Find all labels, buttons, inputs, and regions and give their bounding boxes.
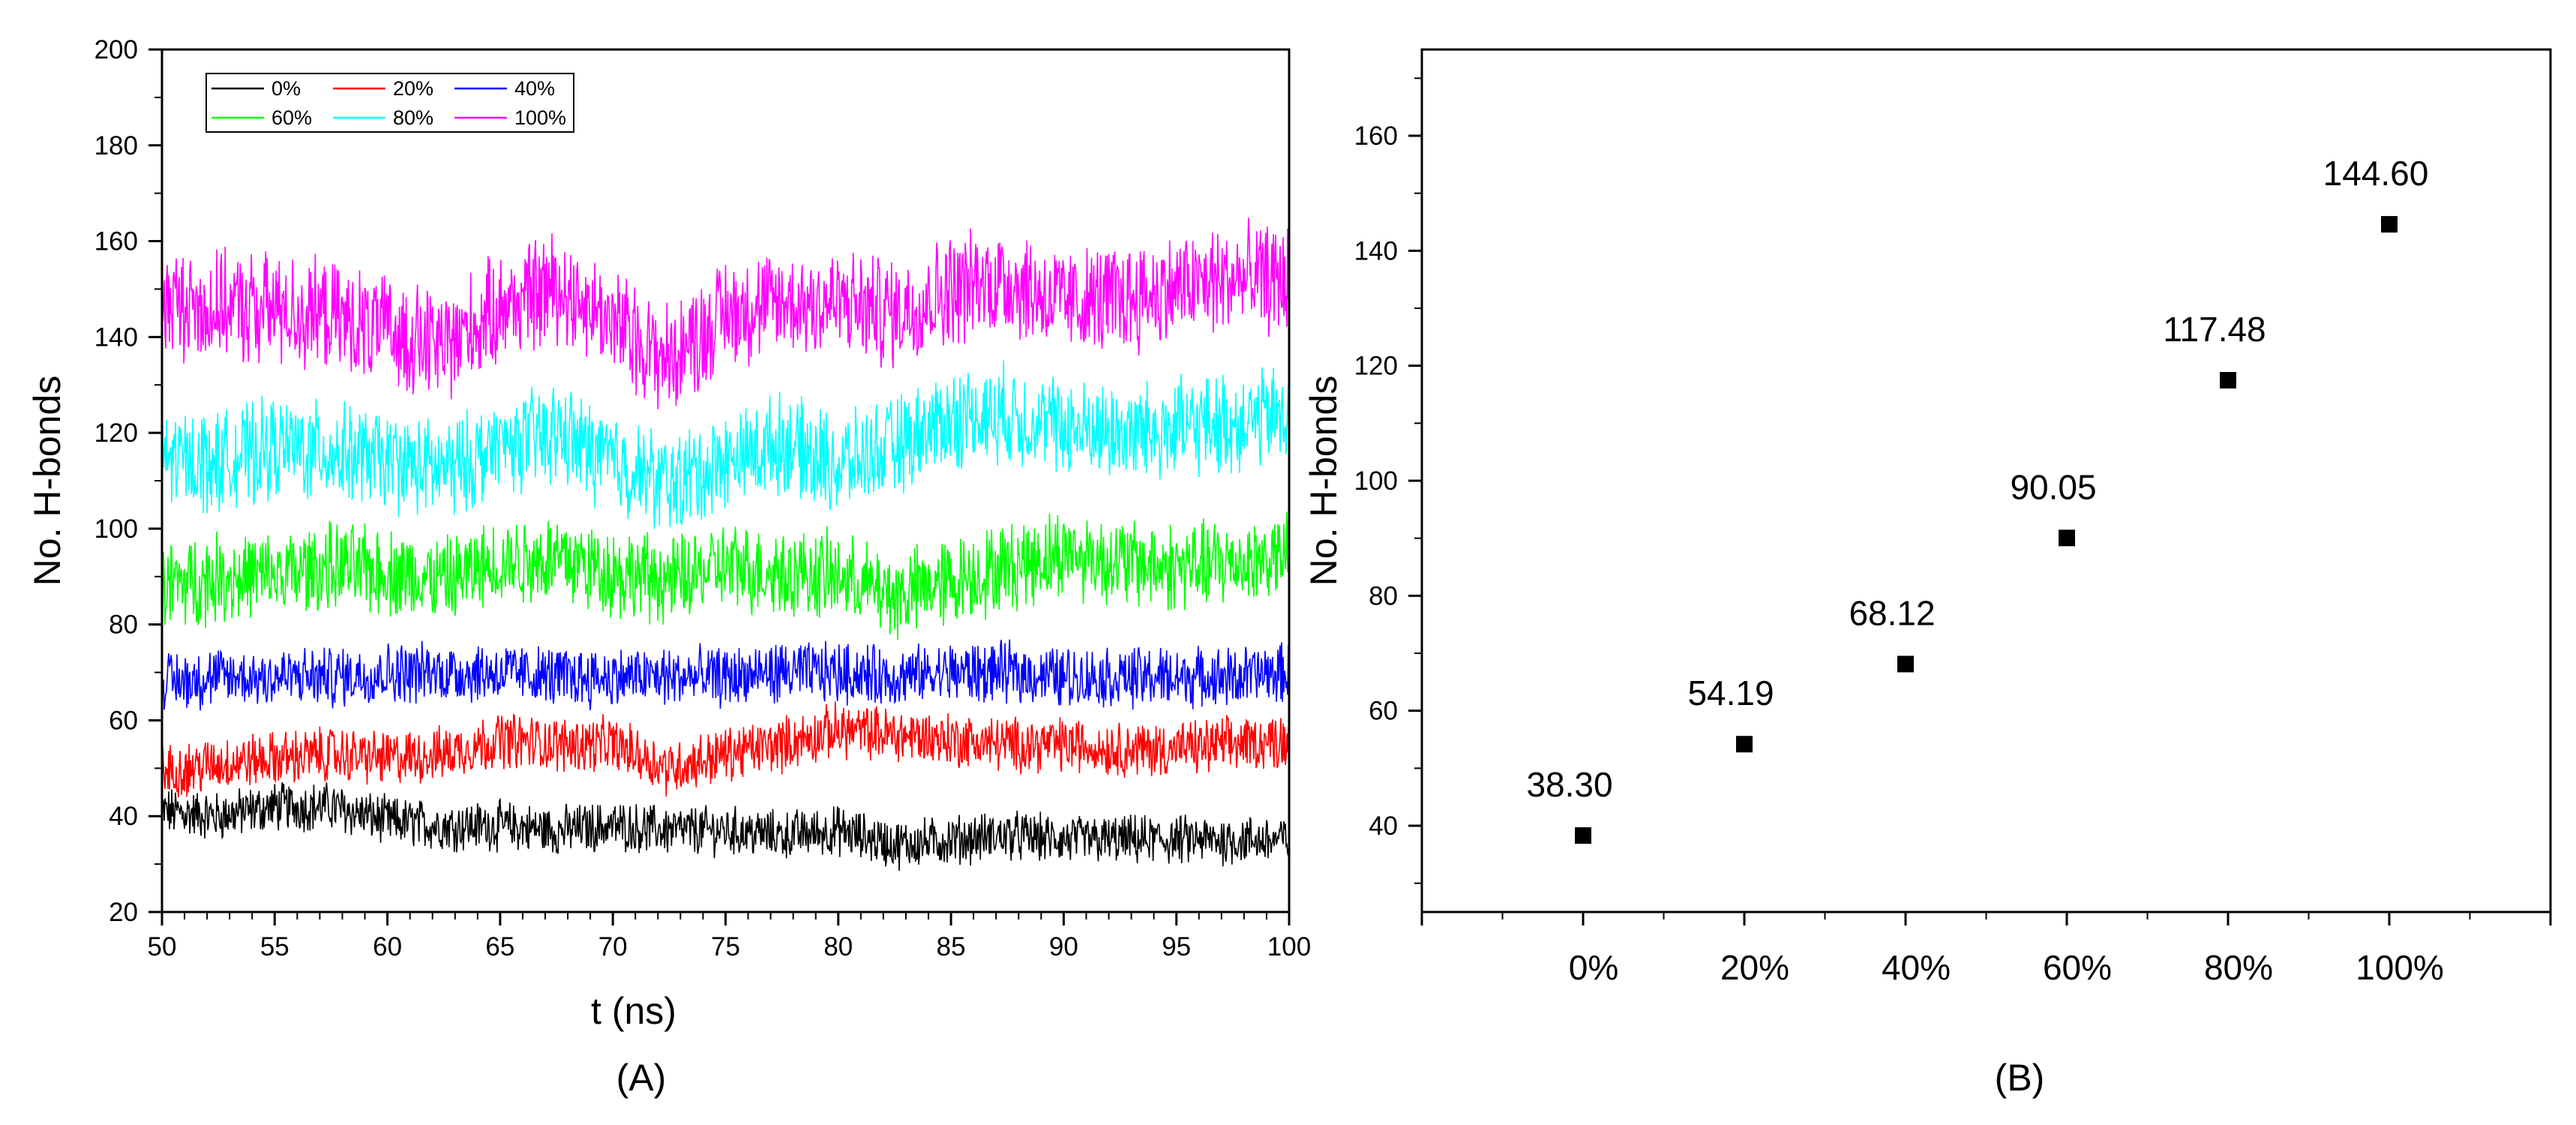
y-tick-label: 180	[94, 131, 138, 160]
x-tick-label: 60	[373, 932, 402, 962]
y-tick-label: 20	[109, 898, 138, 927]
y-tick-label: 120	[94, 418, 138, 448]
x-tick-label: 55	[260, 932, 289, 962]
y-tick-label: 200	[94, 35, 138, 64]
panel-a-x-axis: 50 55 60 65 70 75 80 85 90 95 100	[148, 912, 1311, 962]
data-point-label: 117.48	[2163, 310, 2266, 349]
x-tick-label: 85	[937, 932, 966, 962]
y-tick-label: 100	[1354, 466, 1398, 496]
x-tick-label: 90	[1049, 932, 1078, 962]
panel-a-x-axis-title: t (ns)	[591, 990, 676, 1032]
data-point-label: 38.30	[1526, 765, 1612, 804]
data-point	[1897, 656, 1914, 673]
y-tick-label: 80	[109, 610, 138, 640]
series-line-0%	[161, 782, 1290, 872]
panel-a-label: (A)	[616, 1057, 667, 1099]
x-tick-label: 70	[598, 932, 628, 962]
panel-a-y-axis: 20 40 60 80 100 120 140 160 180 200	[94, 35, 162, 927]
legend-label: 20%	[393, 77, 433, 100]
x-tick-label: 50	[148, 932, 177, 962]
x-tick-label: 75	[711, 932, 740, 962]
x-tick-label: 80	[823, 932, 853, 962]
legend-label: 80%	[393, 106, 433, 129]
panel-b-points: 38.30 54.19 68.12 90.05 117.48 144.60	[1526, 154, 2428, 844]
legend-label: 40%	[514, 77, 555, 100]
panel-b-y-axis-title: No. H-bonds	[1303, 376, 1345, 586]
y-tick-label: 140	[94, 322, 138, 352]
y-tick-label: 40	[109, 802, 138, 831]
panel-b-label: (B)	[1995, 1057, 2045, 1099]
data-point	[2059, 530, 2075, 547]
series-line-100%	[161, 218, 1290, 410]
series-line-40%	[161, 639, 1290, 712]
data-point	[1575, 827, 1591, 844]
data-point	[2220, 371, 2236, 388]
panel-a-chart: 50 55 60 65 70 75 80 85 90 95 100 20 40 60 80 100 120 14…	[26, 35, 1311, 1099]
panel-a-legend: 0% 20% 40% 60% 80% 100%	[205, 73, 574, 133]
y-tick-label: 140	[1354, 236, 1398, 266]
y-tick-label: 160	[94, 227, 138, 256]
series-line-20%	[161, 701, 1290, 798]
data-point-label: 68.12	[1849, 593, 1935, 632]
x-category-label: 40%	[1882, 948, 1951, 987]
data-point-label: 54.19	[1687, 674, 1774, 712]
x-category-label: 0%	[1569, 948, 1618, 987]
legend-label: 100%	[514, 106, 566, 129]
y-tick-label: 80	[1369, 581, 1398, 610]
x-tick-label: 95	[1162, 932, 1191, 962]
legend-label: 60%	[271, 106, 312, 129]
data-point-label: 90.05	[2010, 467, 2096, 506]
y-tick-label: 60	[109, 706, 138, 735]
y-tick-label: 160	[1354, 122, 1398, 151]
data-point	[1736, 736, 1753, 753]
series-line-80%	[161, 360, 1290, 530]
legend-box	[205, 73, 574, 133]
series-line-60%	[161, 512, 1290, 640]
y-tick-label: 120	[1354, 352, 1398, 381]
data-point-label: 144.60	[2323, 154, 2429, 193]
x-category-label: 100%	[2356, 948, 2444, 987]
y-tick-label: 40	[1369, 812, 1398, 841]
x-category-label: 60%	[2043, 948, 2112, 987]
x-tick-label: 100	[1267, 932, 1311, 962]
panel-a-y-axis-title: No. H-bonds	[26, 376, 68, 586]
panel-b-chart: 0% 20% 40% 60% 80% 100% 40 60 80 100 120 140 160 38…	[1303, 48, 2552, 1099]
x-tick-label: 65	[485, 932, 514, 962]
panel-b-x-axis: 0% 20% 40% 60% 80% 100%	[1420, 912, 2552, 987]
panel-b-y-axis: 40 60 80 100 120 140 160	[1354, 77, 1422, 884]
x-category-label: 80%	[2204, 948, 2273, 987]
legend-label: 0%	[271, 77, 301, 100]
y-tick-label: 60	[1369, 697, 1398, 726]
panel-a-traces	[161, 218, 1290, 872]
data-point	[2381, 216, 2398, 233]
y-tick-label: 100	[94, 514, 138, 544]
x-category-label: 20%	[1720, 948, 1789, 987]
